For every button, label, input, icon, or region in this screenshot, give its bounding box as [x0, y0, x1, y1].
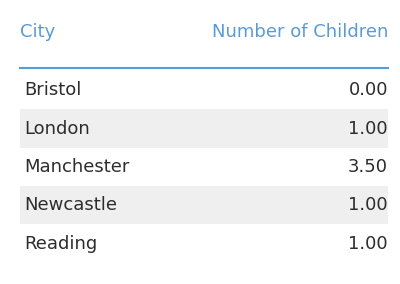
Text: Reading: Reading: [24, 235, 97, 252]
Text: 1.00: 1.00: [348, 235, 388, 252]
Text: 1.00: 1.00: [348, 196, 388, 214]
Text: Number of Children: Number of Children: [212, 23, 388, 41]
FancyBboxPatch shape: [20, 148, 388, 186]
Text: Bristol: Bristol: [24, 81, 81, 99]
Text: City: City: [20, 23, 55, 41]
Text: 3.50: 3.50: [348, 158, 388, 176]
Text: Manchester: Manchester: [24, 158, 129, 176]
Text: Newcastle: Newcastle: [24, 196, 117, 214]
FancyBboxPatch shape: [20, 109, 388, 148]
Text: 1.00: 1.00: [348, 120, 388, 137]
Text: London: London: [24, 120, 90, 137]
FancyBboxPatch shape: [20, 71, 388, 109]
Text: 0.00: 0.00: [348, 81, 388, 99]
FancyBboxPatch shape: [20, 224, 388, 263]
FancyBboxPatch shape: [20, 186, 388, 224]
